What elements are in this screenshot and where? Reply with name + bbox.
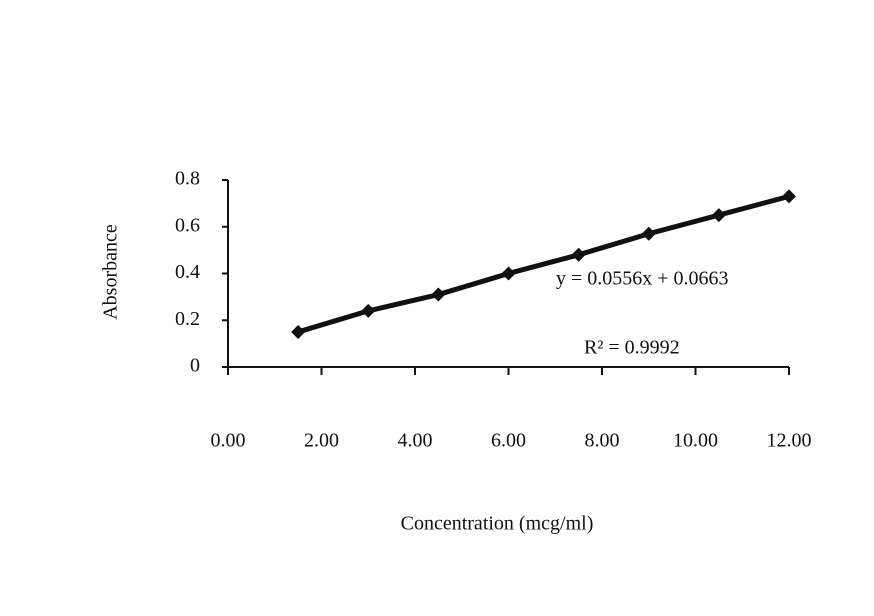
data-point [712, 208, 726, 222]
r-squared: R² = 0.9992 [584, 337, 680, 359]
y-axis-title: Absorbance [100, 224, 122, 320]
y-tick-label: 0.4 [175, 261, 200, 283]
data-point [361, 304, 375, 318]
x-tick-label: 0.00 [211, 430, 246, 452]
data-point [782, 189, 796, 203]
chart: Concentration (mcg/ml) Absorbance y = 0.… [0, 0, 874, 616]
data-point [431, 288, 445, 302]
data-point [291, 325, 305, 339]
y-tick-label: 0 [190, 355, 200, 377]
data-point [642, 227, 656, 241]
y-tick-label: 0.6 [175, 214, 200, 236]
y-tick-label: 0.8 [175, 168, 200, 190]
x-tick-label: 12.00 [767, 430, 812, 452]
x-tick-label: 8.00 [585, 430, 620, 452]
data-point [572, 248, 586, 262]
x-axis-title: Concentration (mcg/ml) [401, 513, 594, 535]
x-tick-label: 10.00 [673, 430, 718, 452]
y-tick-label: 0.2 [175, 308, 200, 330]
x-tick-label: 6.00 [491, 430, 526, 452]
data-point [502, 267, 516, 281]
x-tick-label: 2.00 [304, 430, 339, 452]
equation: y = 0.0556x + 0.0663 [556, 268, 729, 290]
x-tick-label: 4.00 [398, 430, 433, 452]
